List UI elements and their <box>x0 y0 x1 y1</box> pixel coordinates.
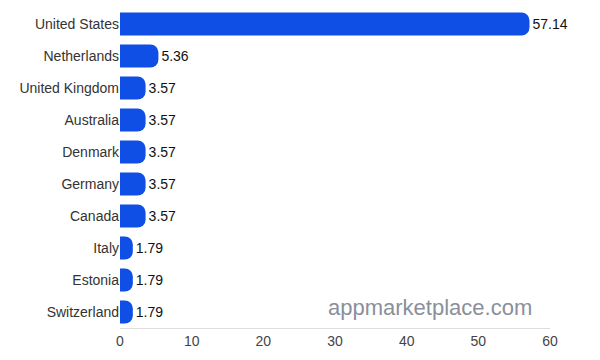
svg-text:30: 30 <box>327 333 343 349</box>
svg-text:20: 20 <box>256 333 272 349</box>
svg-text:50: 50 <box>471 333 487 349</box>
svg-text:3.57: 3.57 <box>149 208 176 224</box>
svg-text:40: 40 <box>399 333 415 349</box>
svg-text:Netherlands: Netherlands <box>44 48 120 64</box>
svg-text:1.79: 1.79 <box>136 272 163 288</box>
svg-text:3.57: 3.57 <box>149 144 176 160</box>
svg-text:Denmark: Denmark <box>62 144 120 160</box>
svg-text:3.57: 3.57 <box>149 80 176 96</box>
svg-text:10: 10 <box>184 333 200 349</box>
svg-text:57.14: 57.14 <box>533 16 568 32</box>
svg-text:Canada: Canada <box>70 208 119 224</box>
svg-text:0: 0 <box>116 333 124 349</box>
svg-text:United States: United States <box>35 16 119 32</box>
svg-text:3.57: 3.57 <box>149 176 176 192</box>
svg-text:Switzerland: Switzerland <box>47 304 119 320</box>
svg-text:60: 60 <box>542 333 558 349</box>
svg-text:Italy: Italy <box>93 240 119 256</box>
svg-text:Australia: Australia <box>65 112 120 128</box>
svg-text:Estonia: Estonia <box>72 272 119 288</box>
svg-text:appmarketplace.com: appmarketplace.com <box>328 295 532 320</box>
svg-text:Germany: Germany <box>61 176 119 192</box>
svg-text:5.36: 5.36 <box>161 48 188 64</box>
svg-text:1.79: 1.79 <box>136 304 163 320</box>
svg-text:United Kingdom: United Kingdom <box>19 80 119 96</box>
svg-text:3.57: 3.57 <box>149 112 176 128</box>
svg-text:1.79: 1.79 <box>136 240 163 256</box>
